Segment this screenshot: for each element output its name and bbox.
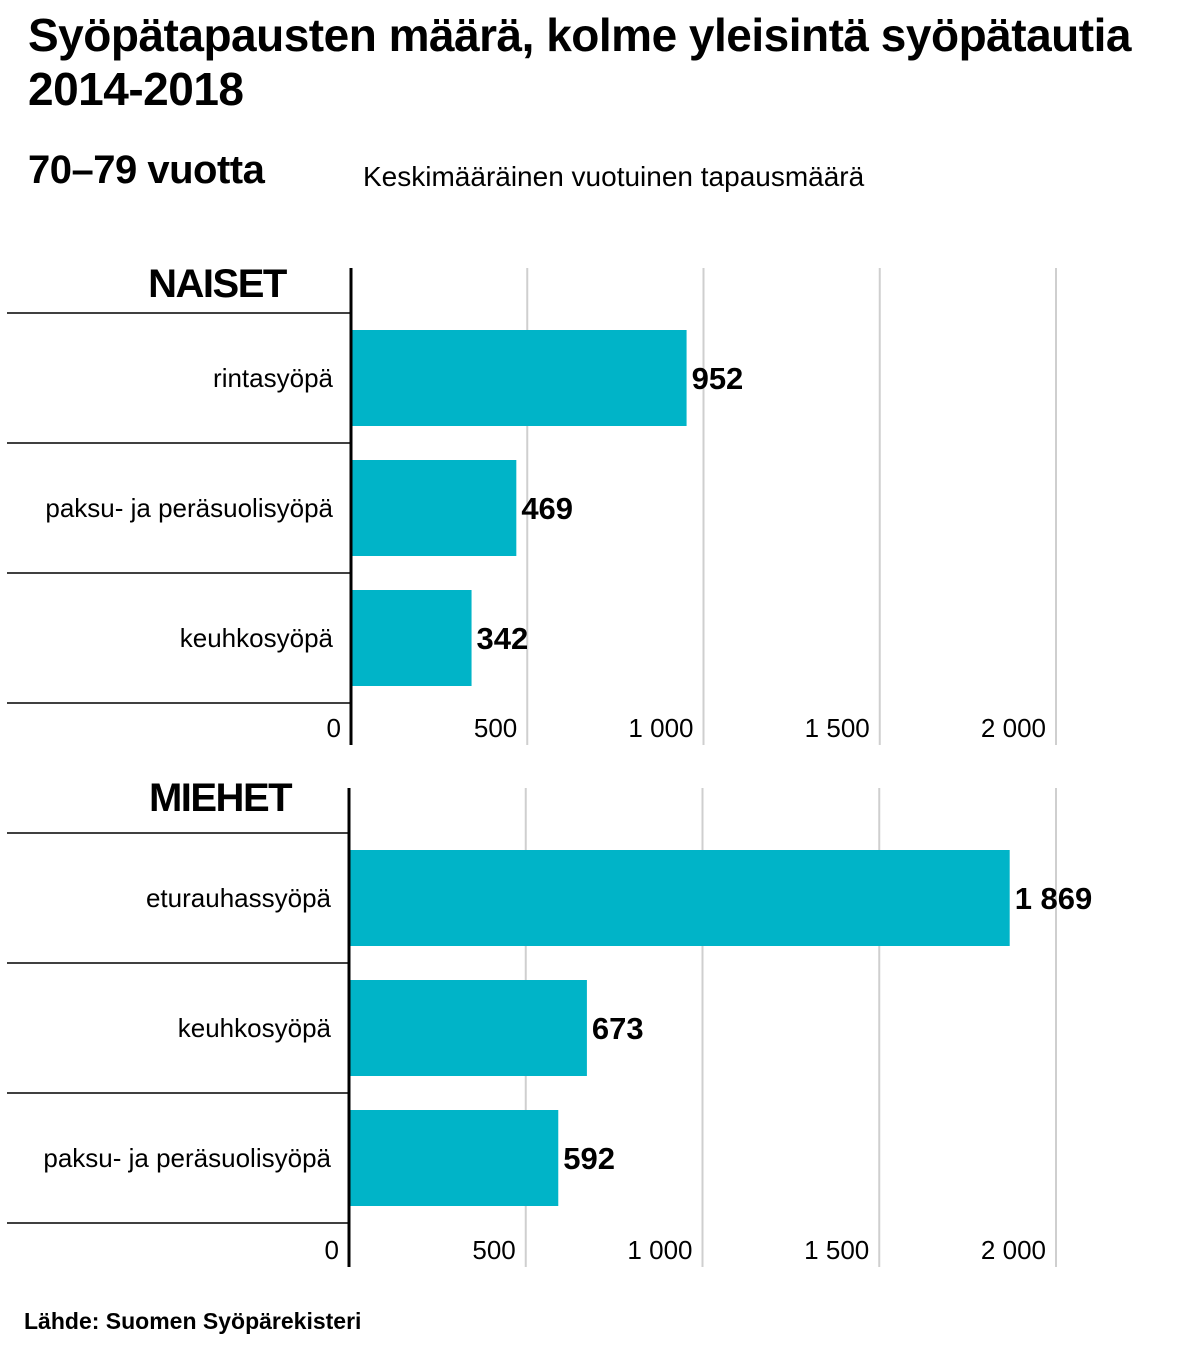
- bar-0-0: [351, 330, 687, 426]
- category-label-0-1: paksu- ja peräsuolisyöpä: [45, 493, 333, 523]
- measure-note: Keskimääräinen vuotuinen tapausmäärä: [363, 161, 865, 192]
- tick-label-1-4: 2 000: [981, 1235, 1046, 1265]
- age-group-subtitle: 70–79 vuotta: [28, 148, 265, 192]
- value-label-0-1: 469: [521, 491, 573, 526]
- value-label-1-1: 673: [592, 1011, 644, 1046]
- source-note: Lähde: Suomen Syöpärekisteri: [24, 1308, 362, 1334]
- tick-label-0-3: 1 500: [805, 713, 870, 743]
- bar-0-1: [351, 460, 517, 556]
- category-label-0-0: rintasyöpä: [213, 363, 333, 393]
- bar-0-2: [351, 590, 472, 686]
- bar-1-1: [349, 980, 587, 1076]
- tick-label-1-0: 0: [325, 1235, 339, 1265]
- category-label-1-2: paksu- ja peräsuolisyöpä: [43, 1143, 331, 1173]
- category-label-1-1: keuhkosyöpä: [178, 1013, 332, 1043]
- value-label-0-2: 342: [477, 621, 529, 656]
- tick-label-1-3: 1 500: [804, 1235, 869, 1265]
- category-label-0-2: keuhkosyöpä: [180, 623, 334, 653]
- value-label-0-0: 952: [692, 361, 744, 396]
- tick-label-1-2: 1 000: [627, 1235, 692, 1265]
- panel-title-0: NAISET: [148, 262, 287, 306]
- tick-label-0-4: 2 000: [981, 713, 1046, 743]
- tick-label-0-1: 500: [474, 713, 517, 743]
- category-label-1-0: eturauhassyöpä: [146, 883, 332, 913]
- tick-label-0-2: 1 000: [628, 713, 693, 743]
- tick-label-0-0: 0: [327, 713, 341, 743]
- tick-label-1-1: 500: [472, 1235, 515, 1265]
- bar-1-0: [349, 850, 1010, 946]
- value-label-1-0: 1 869: [1015, 881, 1093, 916]
- panel-title-1: MIEHET: [149, 776, 292, 820]
- chart-title: Syöpätapausten määrä, kolme yleisintä sy…: [28, 9, 1131, 115]
- value-label-1-2: 592: [563, 1141, 615, 1176]
- bar-1-2: [349, 1110, 559, 1206]
